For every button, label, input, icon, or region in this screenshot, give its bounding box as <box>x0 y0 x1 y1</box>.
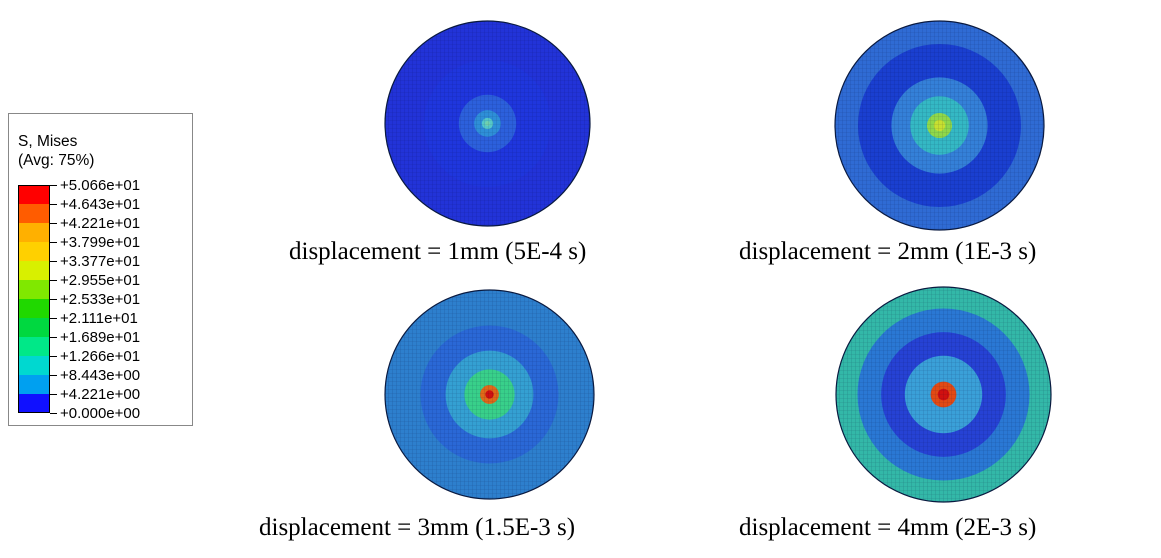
legend-tick-label: +3.799e+01 <box>60 234 141 251</box>
legend-tick-label: +2.111e+01 <box>60 310 138 327</box>
disk-rim <box>835 286 1052 503</box>
caption-4mm: displacement = 4mm (2E-3 s) <box>739 514 1037 541</box>
contour-disk <box>384 20 591 227</box>
legend-tick <box>50 375 57 376</box>
legend-color-bar <box>18 185 50 413</box>
legend-swatch <box>18 299 50 318</box>
legend-swatch <box>18 356 50 375</box>
mesh-overlay <box>835 21 1044 230</box>
legend-tick-label: +2.533e+01 <box>60 291 141 308</box>
legend-tick-label: +4.221e+00 <box>60 386 141 403</box>
disk-rim <box>384 20 591 227</box>
legend-tick-label: +4.643e+01 <box>60 196 141 213</box>
legend-swatch <box>18 242 50 261</box>
legend-tick <box>50 337 57 338</box>
caption-3mm: displacement = 3mm (1.5E-3 s) <box>259 514 576 541</box>
mesh-overlay <box>836 287 1051 502</box>
legend-tick-label: +3.377e+01 <box>60 253 141 270</box>
legend-tick-label: +2.955e+01 <box>60 272 141 289</box>
legend-swatch <box>18 185 50 204</box>
legend-tick-label: +1.689e+01 <box>60 329 141 346</box>
legend-tick <box>50 261 57 262</box>
legend-tick <box>50 280 57 281</box>
mesh-overlay <box>385 290 594 499</box>
legend-tick-label: +8.443e+00 <box>60 367 141 384</box>
legend-title: S, Mises <box>18 133 78 150</box>
legend-swatch <box>18 223 50 242</box>
legend-tick-label: +5.066e+01 <box>60 177 141 194</box>
legend-tick <box>50 223 57 224</box>
legend-tick-label: +1.266e+01 <box>60 348 141 365</box>
legend-subtitle: (Avg: 75%) <box>18 152 95 169</box>
caption-2mm: displacement = 2mm (1E-3 s) <box>739 238 1037 265</box>
contour-plot-4mm <box>835 286 1052 503</box>
legend-tick <box>50 318 57 319</box>
legend-swatch <box>18 318 50 337</box>
contour-disk <box>384 289 595 500</box>
contour-plot-3mm <box>384 289 595 500</box>
contour-plot-2mm <box>834 20 1045 231</box>
legend-tick <box>50 356 57 357</box>
legend-tick-label: +0.000e+00 <box>60 405 141 422</box>
legend-tick <box>50 204 57 205</box>
legend-swatch <box>18 337 50 356</box>
caption-1mm: displacement = 1mm (5E-4 s) <box>289 238 587 265</box>
disk-rim <box>834 20 1045 231</box>
legend-swatch <box>18 204 50 223</box>
legend-tick <box>50 299 57 300</box>
disk-rim <box>384 289 595 500</box>
legend-tick <box>50 413 57 414</box>
legend-swatch <box>18 375 50 394</box>
contour-disk <box>835 286 1052 503</box>
legend-swatch <box>18 280 50 299</box>
legend-tick <box>50 242 57 243</box>
contour-disk <box>834 20 1045 231</box>
legend-swatch <box>18 261 50 280</box>
legend-tick <box>50 185 57 186</box>
legend-tick <box>50 394 57 395</box>
mesh-overlay <box>385 21 590 226</box>
legend-swatch <box>18 394 50 413</box>
contour-legend: S, Mises (Avg: 75%) +5.066e+01 +4.643e+01… <box>8 113 193 426</box>
legend-tick-label: +4.221e+01 <box>60 215 141 232</box>
contour-plot-1mm <box>384 20 591 227</box>
